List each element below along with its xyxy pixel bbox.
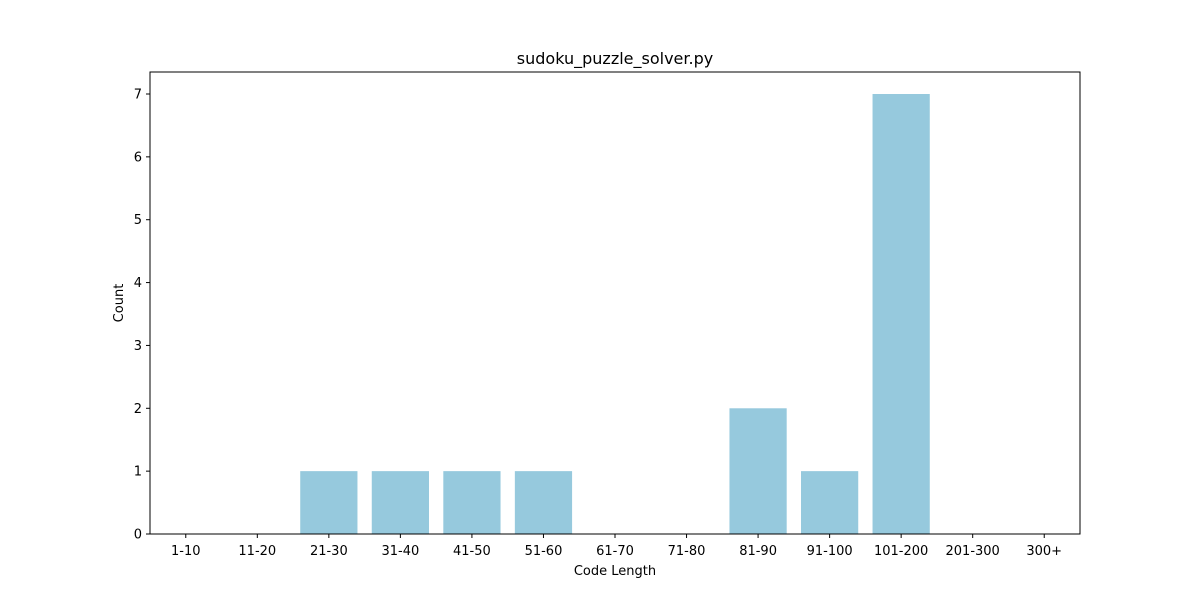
y-tick-label: 2	[134, 402, 142, 417]
x-tick-label: 51-60	[525, 544, 563, 559]
bar-31-40	[371, 471, 429, 534]
y-tick-label: 4	[134, 276, 142, 291]
bar-51-60	[514, 471, 573, 534]
y-tick-label: 5	[134, 213, 142, 228]
x-tick-label: 11-20	[238, 544, 276, 559]
y-tick-label: 0	[134, 528, 142, 543]
plot-frame	[149, 71, 1081, 535]
x-tick-label: 300+	[1026, 544, 1062, 559]
y-axis-label: Count	[112, 284, 127, 323]
bar-41-50	[443, 471, 501, 534]
bar-81-90	[729, 408, 787, 534]
x-tick-label: 21-30	[310, 544, 348, 559]
x-tick-label: 1-10	[171, 544, 201, 559]
y-tick-label: 1	[134, 465, 142, 480]
bar-21-30	[300, 471, 358, 534]
bar-101-200	[872, 94, 930, 534]
x-tick-label: 61-70	[596, 544, 634, 559]
x-axis-ticks: 1-10 11-20 21-30 31-40 41-50 51-60 61-70 71-80 8…	[171, 534, 1062, 559]
x-tick-label: 201-300	[946, 544, 1000, 559]
bars-group	[300, 94, 930, 534]
x-tick-label: 41-50	[453, 544, 491, 559]
y-tick-label: 6	[134, 150, 142, 165]
x-tick-label: 101-200	[874, 544, 928, 559]
x-tick-label: 31-40	[381, 544, 419, 559]
y-tick-label: 3	[134, 339, 142, 354]
y-axis-ticks: 0 1 2 3 4 5 6 7	[134, 88, 150, 543]
x-tick-label: 81-90	[739, 544, 777, 559]
x-axis-label: Code Length	[574, 564, 656, 579]
chart-title: sudoku_puzzle_solver.py	[517, 49, 713, 69]
y-tick-label: 7	[134, 88, 142, 103]
x-tick-label: 91-100	[807, 544, 853, 559]
bar-91-100	[801, 471, 859, 534]
x-tick-label: 71-80	[668, 544, 706, 559]
